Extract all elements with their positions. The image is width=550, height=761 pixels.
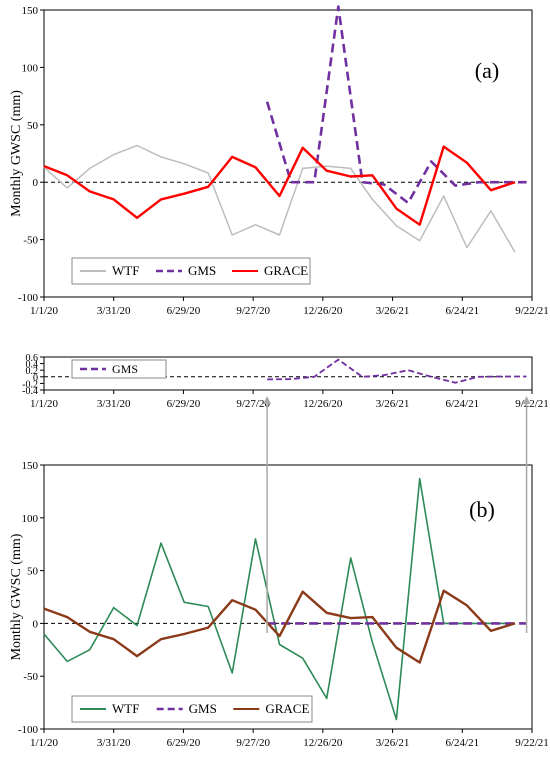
- series-line-gms-0: [265, 5, 527, 205]
- y-tick-label-2-3: 0.2: [26, 366, 39, 377]
- y-axis-label-0: Monthly GWSC (mm): [9, 90, 24, 217]
- x-tick-label-1-1: 3/31/20: [97, 737, 131, 749]
- plot-frame-0: [43, 9, 533, 298]
- x-tick-label-0-2: 6/29/20: [167, 305, 201, 317]
- x-tick-label-1-6: 6/24/21: [445, 737, 479, 749]
- legend-label-grace-1: GRACE: [265, 701, 309, 716]
- plot-frame-1: [43, 464, 533, 730]
- series-line-wtf-1: [43, 477, 515, 721]
- y-tick-label-1-5: 150: [22, 460, 39, 472]
- x-tick-label-2-5: 3/26/21: [376, 398, 410, 410]
- y-tick-label-2-4: 0.4: [26, 360, 39, 371]
- connector-arrow-end: [522, 396, 531, 404]
- x-tick-label-1-3: 9/27/20: [236, 737, 270, 749]
- x-tick-label-1-7: 9/22/21: [515, 737, 549, 749]
- legend-label-grace-0: GRACE: [264, 263, 308, 278]
- x-tick-label-1-2: 6/29/20: [167, 737, 201, 749]
- y-tick-label-1-3: 50: [27, 566, 39, 578]
- panel-label-1: (b): [469, 497, 495, 522]
- x-tick-label-2-2: 6/29/20: [167, 398, 201, 410]
- x-tick-label-0-1: 3/31/20: [97, 305, 131, 317]
- y-tick-label-0-2: 0: [33, 177, 39, 189]
- plot-frame-2: [43, 356, 533, 391]
- y-tick-label-0-3: 50: [27, 120, 39, 132]
- x-tick-label-0-3: 9/27/20: [236, 305, 270, 317]
- x-tick-label-2-4: 12/26/20: [303, 398, 343, 410]
- x-tick-label-2-7: 9/22/21: [515, 398, 549, 410]
- x-tick-label-0-7: 9/22/21: [515, 305, 549, 317]
- y-tick-label-1-1: -50: [23, 671, 38, 683]
- y-tick-label-1-4: 100: [22, 513, 39, 525]
- connector-arrow-start: [263, 396, 272, 404]
- panel-label-0: (a): [475, 58, 499, 83]
- legend-box-0: [71, 257, 311, 285]
- y-tick-label-2-0: -0.4: [22, 386, 38, 397]
- y-axis-label-1: Monthly GWSC (mm): [9, 533, 24, 660]
- y-tick-label-0-0: -100: [18, 292, 39, 304]
- x-tick-label-2-6: 6/24/21: [445, 398, 479, 410]
- legend-label-gms-0: GMS: [188, 263, 216, 278]
- y-tick-label-2-5: 0.6: [26, 353, 39, 364]
- legend-label-gms-1: GMS: [189, 701, 217, 716]
- x-tick-label-2-3: 9/27/20: [236, 398, 270, 410]
- x-tick-label-2-1: 3/31/20: [97, 398, 131, 410]
- x-tick-label-0-5: 3/26/21: [376, 305, 410, 317]
- series-line-wtf-0: [43, 144, 516, 253]
- series-line-grace-1: [43, 589, 516, 664]
- legend-box-2: [71, 359, 167, 379]
- x-tick-label-0-4: 12/26/20: [303, 305, 343, 317]
- x-tick-label-1-4: 12/26/20: [303, 737, 343, 749]
- y-tick-label-1-0: -100: [18, 724, 39, 736]
- y-tick-label-2-1: -0.2: [22, 379, 38, 390]
- legend-label-wtf-1: WTF: [112, 701, 139, 716]
- legend-box-1: [71, 695, 313, 723]
- series-line-gms-2: [267, 358, 527, 384]
- x-tick-label-1-0: 1/1/20: [30, 737, 59, 749]
- x-tick-label-0-6: 6/24/21: [445, 305, 479, 317]
- series-line-grace-0: [43, 145, 516, 226]
- x-tick-label-0-0: 1/1/20: [30, 305, 59, 317]
- y-tick-label-2-2: 0: [33, 373, 38, 384]
- y-tick-label-0-1: -50: [23, 235, 38, 247]
- legend-label-gms-2: GMS: [112, 362, 138, 376]
- y-tick-label-0-5: 150: [22, 5, 39, 17]
- y-tick-label-1-2: 0: [33, 618, 39, 630]
- x-tick-label-1-5: 3/26/21: [376, 737, 410, 749]
- legend-label-wtf-0: WTF: [112, 263, 139, 278]
- y-tick-label-0-4: 100: [22, 62, 39, 74]
- x-tick-label-2-0: 1/1/20: [30, 398, 59, 410]
